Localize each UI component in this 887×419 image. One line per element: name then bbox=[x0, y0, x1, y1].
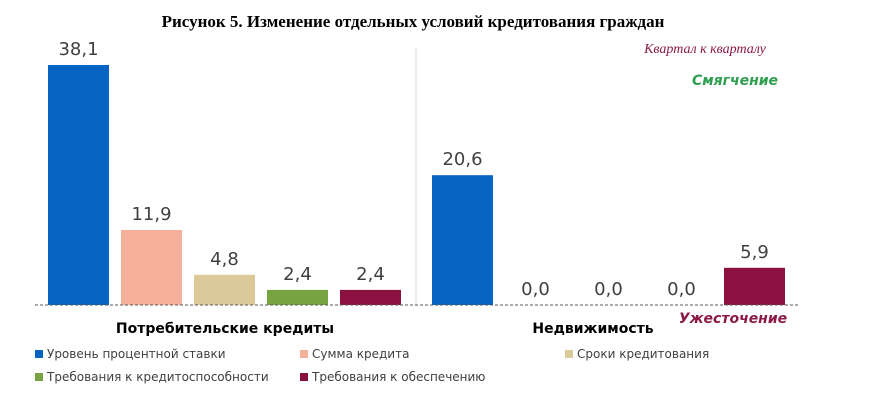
legend-swatch-4 bbox=[300, 373, 308, 381]
chart-subtitle: Квартал к кварталу bbox=[643, 42, 767, 57]
bar-1-4 bbox=[724, 267, 785, 305]
legend-swatch-2 bbox=[565, 350, 573, 358]
value-label-1-0: 20,6 bbox=[442, 149, 482, 170]
category-label-0: Потребительские кредиты bbox=[116, 321, 334, 337]
value-label-0-1: 11,9 bbox=[131, 204, 171, 225]
value-label-0-4: 2,4 bbox=[356, 264, 385, 285]
legend-swatch-3 bbox=[35, 373, 43, 381]
tightening-annotation: Ужесточение bbox=[679, 311, 787, 327]
value-label-1-1: 0,0 bbox=[521, 279, 550, 300]
bar-1-0 bbox=[432, 175, 493, 305]
bar-0-0 bbox=[48, 65, 109, 305]
value-label-0-0: 38,1 bbox=[58, 39, 98, 60]
bars-layer bbox=[48, 65, 785, 305]
value-label-1-3: 0,0 bbox=[667, 279, 696, 300]
legend-label-4: Требования к обеспечению bbox=[311, 370, 485, 384]
legend-label-2: Сроки кредитования bbox=[577, 347, 709, 361]
bar-0-4 bbox=[340, 289, 401, 305]
value-label-0-3: 2,4 bbox=[283, 264, 312, 285]
category-label-1: Недвижимость bbox=[532, 321, 653, 337]
legend: Уровень процентной ставки Сумма кредита Ср… bbox=[35, 347, 709, 384]
value-label-1-4: 5,9 bbox=[740, 242, 769, 263]
bar-0-1 bbox=[121, 230, 182, 305]
legend-label-1: Сумма кредита bbox=[312, 347, 409, 361]
legend-swatch-1 bbox=[300, 350, 308, 358]
legend-label-3: Требования к кредитоспособности bbox=[46, 370, 269, 384]
legend-swatch-0 bbox=[35, 350, 43, 358]
bar-0-3 bbox=[267, 289, 328, 305]
value-labels-layer: 38,1 11,9 4,8 2,4 2,4 20,6 0,0 0,0 0,0 5,9 bbox=[58, 39, 768, 300]
easing-annotation: Смягчение bbox=[692, 73, 778, 89]
value-label-1-2: 0,0 bbox=[594, 279, 623, 300]
legend-label-0: Уровень процентной ставки bbox=[47, 347, 226, 361]
chart-title: Рисунок 5. Изменение отдельных условий к… bbox=[162, 12, 665, 31]
bar-0-2 bbox=[194, 274, 255, 305]
value-label-0-2: 4,8 bbox=[210, 249, 239, 270]
group-labels-layer: Потребительские кредиты Недвижимость bbox=[116, 321, 654, 337]
